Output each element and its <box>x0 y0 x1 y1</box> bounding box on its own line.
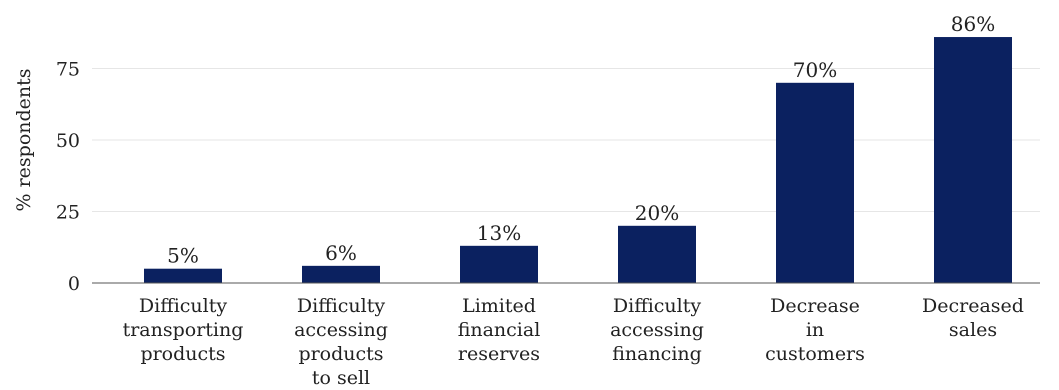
gridlines <box>92 68 1040 212</box>
bar <box>776 82 854 283</box>
bar <box>144 268 222 283</box>
bar <box>934 37 1012 283</box>
x-category-label: Difficulty accessing products to sell <box>294 295 388 389</box>
bar-value-label: 70% <box>793 58 837 82</box>
y-tick-label: 75 <box>56 59 80 81</box>
x-category-label: Difficulty transporting products <box>123 295 244 365</box>
y-axis-label: % respondents <box>13 68 35 211</box>
y-axis-ticks: 0 25 50 75 <box>56 59 80 296</box>
bar-value-label: 13% <box>477 221 521 245</box>
bar-value-label: 5% <box>167 244 199 268</box>
bar-value-label: 20% <box>635 201 679 225</box>
y-tick-label: 50 <box>56 130 80 152</box>
bar-value-label: 86% <box>951 12 995 36</box>
x-category-label: Limited financial reserves <box>458 295 541 365</box>
bar <box>302 265 380 283</box>
category-labels: Difficulty transporting products Difficulty… <box>123 295 1024 389</box>
x-category-label: Decrease in customers <box>765 295 865 365</box>
x-category-label: Difficulty accessing financing <box>610 295 704 365</box>
y-tick-label: 0 <box>68 273 80 295</box>
bars <box>144 37 1012 283</box>
x-category-label: Decreased sales <box>922 295 1024 341</box>
value-labels: 5% 6% 13% 20% 70% 86% <box>167 12 995 268</box>
bar-value-label: 6% <box>325 241 357 265</box>
bar <box>618 225 696 283</box>
y-tick-label: 25 <box>56 202 80 224</box>
bar <box>460 245 538 283</box>
